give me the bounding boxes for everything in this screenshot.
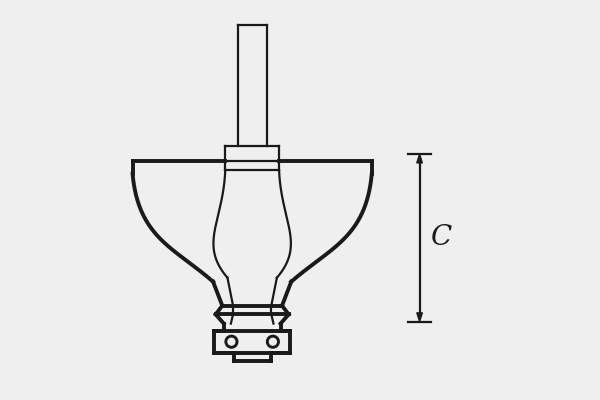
Polygon shape: [417, 313, 422, 322]
Polygon shape: [417, 154, 422, 163]
Text: C: C: [431, 224, 452, 251]
